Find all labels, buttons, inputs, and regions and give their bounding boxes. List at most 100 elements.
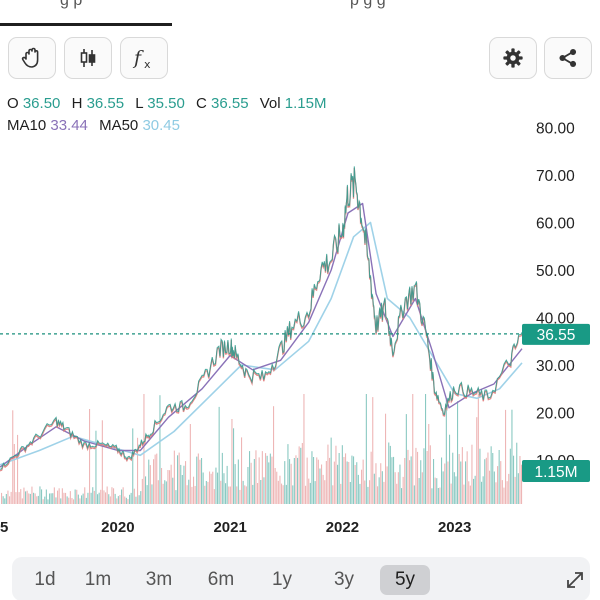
volume-bar [503,487,505,504]
volume-bar [425,394,427,504]
ma10-line [0,202,523,468]
volume-bar [364,480,366,504]
volume-bar [209,471,211,504]
volume-bar [386,466,388,504]
volume-bar [453,472,455,504]
volume-bar [279,475,281,504]
volume-bar [402,476,404,504]
volume-bar [45,489,47,504]
volume-bar [340,483,342,504]
volume-bar [186,485,188,504]
volume-bar [239,489,241,504]
range-1m[interactable]: 1m [84,569,112,590]
volume-bar [244,485,246,504]
volume-bar [193,476,195,504]
volume-bar [337,464,339,504]
ma50-label: MA50 [99,117,139,134]
volume-bar [266,455,268,504]
volume-bar [466,451,468,504]
volume-bar [253,459,255,504]
volume-bar [516,442,518,504]
volume-bar [514,476,516,504]
volume-bar [36,496,38,504]
volume-bar [274,468,276,504]
volume-bar [484,459,486,504]
fullscreen-button[interactable] [560,565,590,595]
volume-bar [487,452,489,504]
volume-bar [233,428,235,504]
volume-bar [143,394,145,504]
share-button[interactable] [544,37,592,79]
volume-bar [492,453,494,504]
volume-bar [351,455,353,504]
volume-bar [133,488,135,504]
volume-bar [117,496,119,504]
volume-bar [317,459,319,504]
volume-bar [348,462,350,504]
hand-pan-icon [21,47,39,68]
price-chart[interactable]: 80.0070.0060.0050.0040.0030.0020.0010.00… [0,88,600,540]
volume-bar [498,450,500,504]
volume-bar [44,496,46,504]
volume-bar [309,482,311,504]
volume-bar [265,453,267,504]
volume-bar [108,494,110,504]
volume-bar [132,428,134,504]
volume-bar [172,477,174,504]
volume-bar [199,459,201,504]
volume-bar [293,458,295,504]
settings-button[interactable] [489,37,537,79]
volume-bar [213,489,215,504]
share-icon [559,49,577,67]
volume-bar [295,455,297,504]
chart-type-button[interactable] [64,37,112,79]
x-tick-label: 5 [0,519,8,536]
volume-bar [289,459,291,504]
volume-bar [69,491,71,504]
volume-bar [9,496,11,504]
range-selector: 1d 1m 3m 6m 1y 3y 5y [12,557,590,600]
ma50-value: 30.45 [142,117,180,134]
x-tick-label: 2022 [326,519,359,536]
volume-bar [442,471,444,504]
range-3m[interactable]: 3m [145,569,173,590]
pan-tool-button[interactable] [8,37,56,79]
volume-bar [335,445,337,504]
tab-label-2[interactable]: p g g [350,0,386,9]
volume-bar [167,470,169,504]
ma50-line [0,221,523,466]
volume-bar [7,490,9,504]
volume-bar [441,457,443,504]
volume-bar [290,463,292,504]
volume-bar [247,467,249,504]
volume-bar [461,447,463,504]
close-value: 36.55 [211,95,249,112]
open-value: 36.50 [22,95,61,112]
volume-bar [241,437,243,504]
volume-bar [329,457,331,504]
y-tick-label: 60.00 [536,216,575,233]
volume-bar [452,452,454,504]
close-label: C [195,95,207,112]
volume-bar [23,487,25,504]
indicators-button[interactable]: f x [120,37,168,79]
volume-bar [305,485,307,504]
svg-text:x: x [144,58,151,71]
volume-bar [161,468,163,504]
volume-bar [141,478,143,504]
volume-bar [380,463,382,504]
range-5y[interactable]: 5y [380,565,430,595]
range-3y[interactable]: 3y [333,569,355,590]
candlestick-icon [80,49,96,67]
volume-bar [135,496,137,504]
volume-bar [145,476,147,504]
volume-bar [85,497,87,504]
volume-bar [330,437,332,504]
range-1y[interactable]: 1y [271,569,293,590]
volume-bar [157,480,159,504]
range-6m[interactable]: 6m [207,569,235,590]
volume-bar [490,446,492,504]
tab-label-1[interactable]: g p [60,0,83,9]
range-1d[interactable]: 1d [34,569,56,590]
volume-bar [388,442,390,504]
